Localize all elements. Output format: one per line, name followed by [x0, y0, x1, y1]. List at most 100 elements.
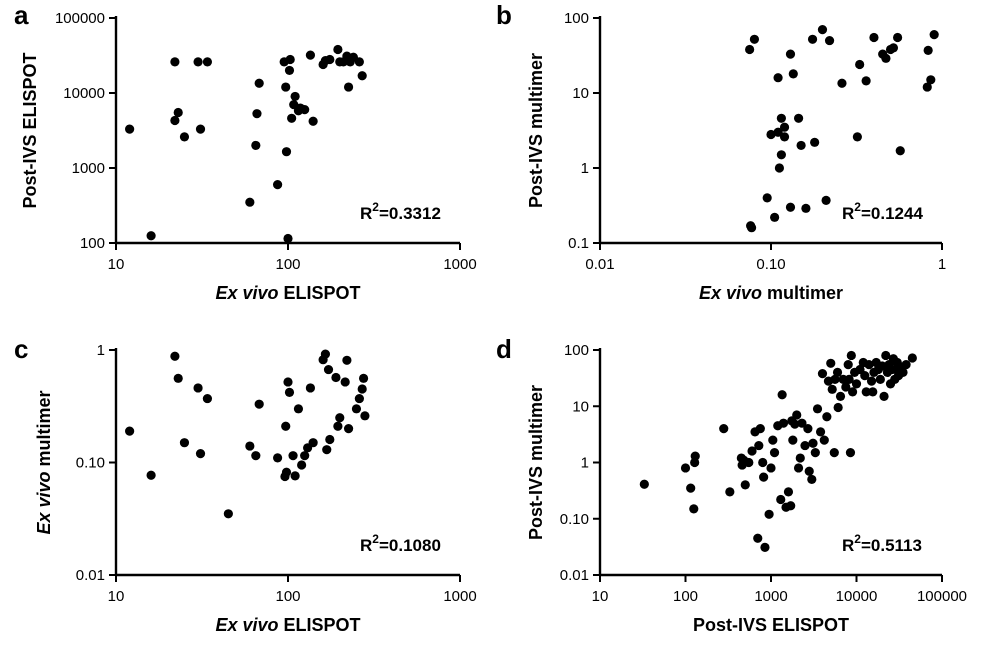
x-axis-label: Ex vivo multimer — [699, 283, 843, 303]
data-point — [305, 50, 316, 60]
data-point — [195, 124, 206, 134]
data-point — [287, 113, 297, 123]
y-axis-label: Ex vivo multimer — [34, 390, 54, 534]
data-point — [283, 377, 293, 387]
x-tick-label: 10 — [108, 588, 125, 605]
data-point — [833, 402, 843, 413]
x-tick-label: 0.10 — [756, 256, 785, 273]
data-point — [354, 393, 364, 404]
r-squared-annotation: R2=0.5113 — [842, 532, 922, 555]
y-axis-label: Post-IVS multimer — [526, 53, 546, 208]
data-point — [281, 467, 292, 477]
data-point — [929, 30, 939, 40]
data-point — [284, 387, 295, 397]
data-point — [907, 353, 917, 363]
data-point — [815, 427, 826, 437]
data-point — [779, 132, 790, 142]
y-tick-label: 100 — [564, 342, 589, 359]
data-point — [285, 54, 295, 65]
data-point — [922, 82, 932, 92]
data-point — [879, 391, 889, 401]
data-point — [749, 34, 760, 44]
data-point — [773, 73, 783, 83]
y-axis-label-italic: Ex vivo — [34, 471, 54, 534]
r2-base: R — [360, 536, 372, 555]
x-axis-label: Ex vivo ELISPOT — [215, 283, 360, 303]
data-point — [173, 107, 183, 118]
data-point — [179, 132, 190, 142]
data-point — [195, 448, 206, 459]
data-point — [325, 54, 335, 65]
data-point — [898, 367, 908, 377]
data-point — [893, 32, 903, 43]
data-point — [284, 65, 295, 76]
data-point — [827, 384, 837, 394]
data-point — [745, 44, 755, 55]
data-point — [360, 411, 370, 421]
data-point — [819, 435, 829, 445]
data-point — [146, 231, 156, 241]
y-tick-label: 10000 — [63, 85, 105, 102]
y-tick-label: 1000 — [72, 160, 105, 177]
data-point — [272, 180, 283, 190]
data-point — [357, 71, 367, 81]
data-point — [760, 542, 770, 552]
data-point — [776, 150, 786, 160]
data-point — [288, 451, 298, 461]
data-point — [817, 369, 828, 379]
data-point — [281, 82, 291, 92]
data-point — [308, 438, 318, 448]
data-point — [783, 487, 794, 497]
data-point — [170, 351, 180, 361]
data-point — [817, 25, 828, 35]
data-point — [888, 43, 899, 53]
data-point — [245, 197, 255, 207]
data-point — [680, 463, 691, 473]
data-point — [841, 382, 851, 392]
data-point — [829, 447, 839, 458]
r2-superscript: 2 — [854, 200, 861, 214]
data-point — [861, 76, 871, 86]
x-axis-label-text: ELISPOT — [279, 283, 361, 303]
data-point — [785, 202, 796, 212]
data-point — [320, 349, 331, 359]
panel-b: b 0.01 0.10 1 0.1 1 10 100 Ex vivo multimer Post-… — [496, 0, 946, 303]
x-axis-label-text: Post-IVS ELISPOT — [693, 615, 849, 635]
y-axis-label: Post-IVS ELISPOT — [20, 52, 40, 208]
data-point — [855, 59, 865, 70]
data-point — [835, 391, 846, 401]
data-point — [868, 387, 878, 397]
data-point — [826, 358, 836, 368]
data-point — [325, 434, 335, 445]
data-point — [173, 373, 183, 383]
y-tick-label: 0.1 — [568, 235, 589, 252]
x-tick-label: 10 — [108, 256, 125, 273]
x-tick-label: 100000 — [917, 588, 967, 605]
x-tick-label: 1 — [938, 256, 946, 273]
y-axis-label-text: Post-IVS multimer — [526, 53, 546, 208]
data-point — [333, 44, 343, 55]
y-tick-label: 0.01 — [76, 567, 105, 584]
data-point — [807, 34, 818, 44]
data-point — [769, 447, 780, 458]
r2-superscript: 2 — [854, 532, 861, 546]
r2-value: =0.5113 — [861, 536, 922, 555]
data-point — [796, 140, 806, 151]
data-point — [305, 383, 316, 393]
r2-base: R — [360, 204, 372, 223]
data-point — [881, 53, 891, 63]
data-point — [758, 457, 768, 468]
data-point — [793, 113, 804, 123]
data-point — [822, 412, 832, 422]
data-point — [719, 424, 729, 434]
data-point — [926, 75, 936, 85]
data-point — [803, 424, 813, 434]
data-point — [895, 146, 905, 156]
r-squared-annotation: R2=0.1080 — [360, 532, 441, 555]
data-point — [792, 410, 802, 420]
data-point — [875, 374, 885, 385]
data-point — [821, 195, 831, 205]
data-point — [864, 360, 874, 370]
x-axis-label-text: ELISPOT — [279, 615, 361, 635]
